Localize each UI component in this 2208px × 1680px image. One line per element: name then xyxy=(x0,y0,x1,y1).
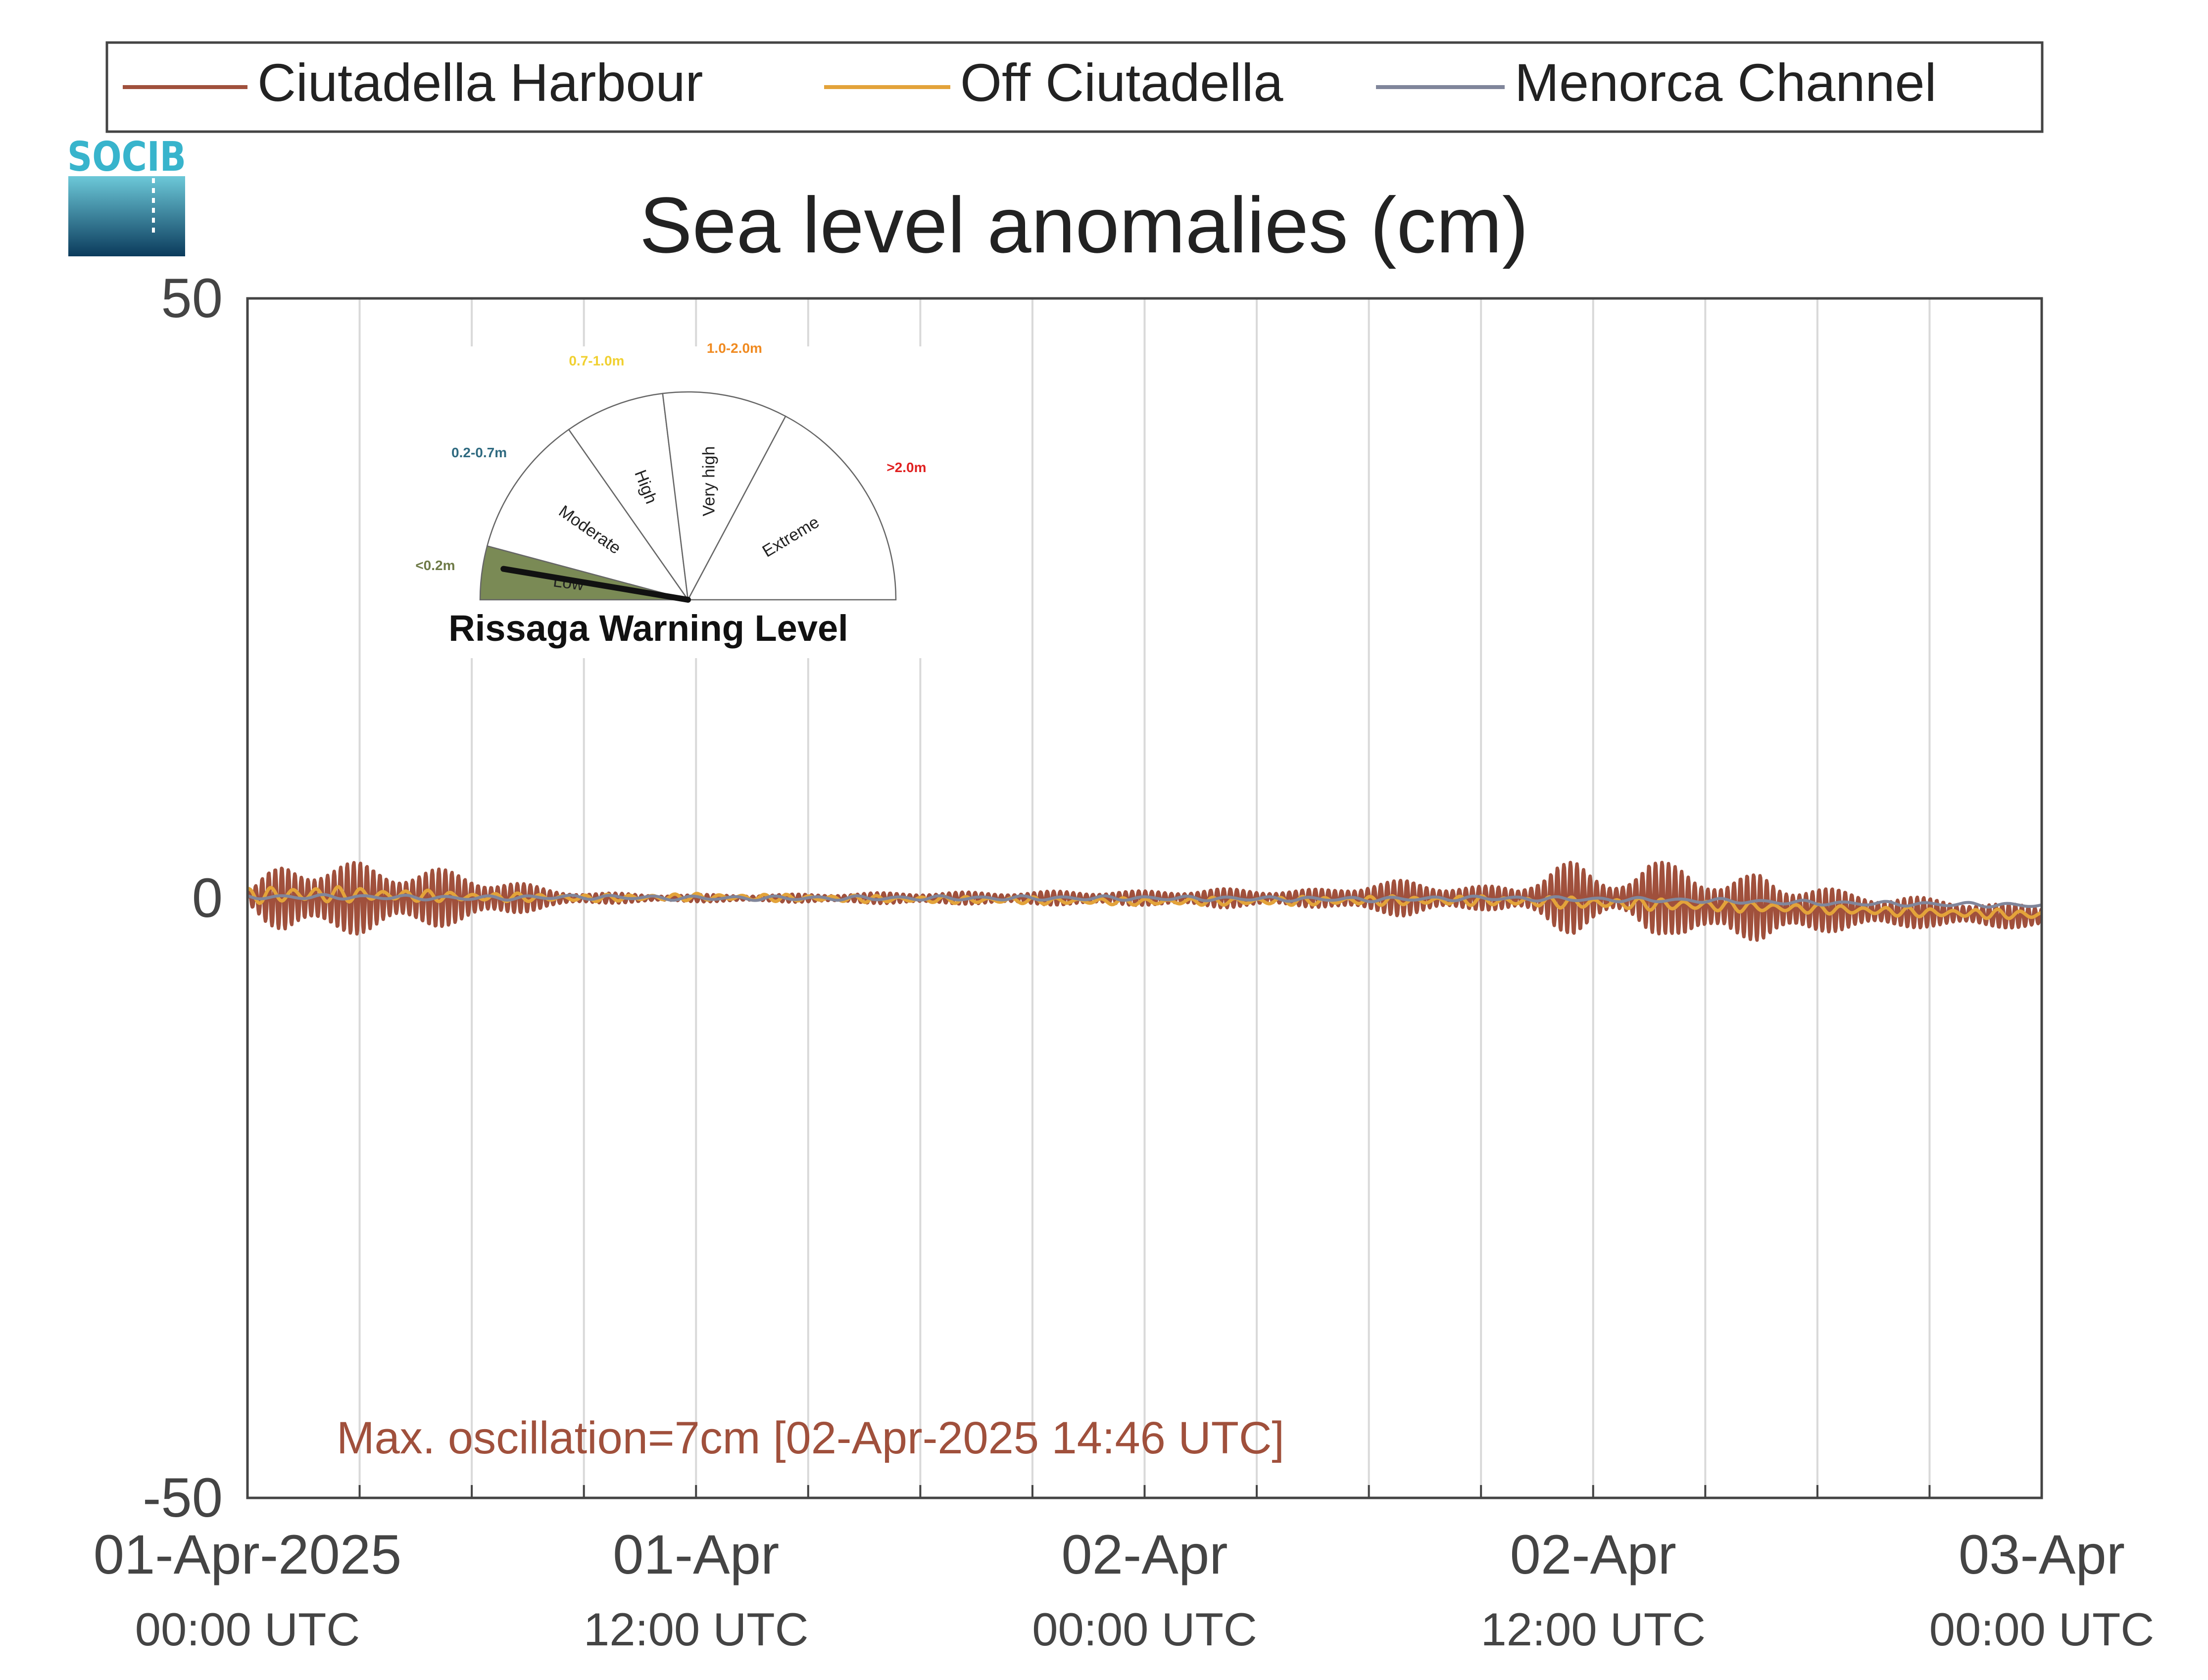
y-tick-label: -50 xyxy=(143,1467,223,1529)
socib-logo-text: SOCIB xyxy=(67,134,186,181)
gauge-sector-label: Very high xyxy=(699,446,718,517)
x-tick-time-label: 00:00 UTC xyxy=(135,1603,360,1655)
legend-label-off-ciutadella: Off Ciutadella xyxy=(960,52,1283,112)
series-line-ciutadella-harbour xyxy=(247,861,2042,942)
x-tick-time-label: 12:00 UTC xyxy=(584,1603,809,1655)
y-axis: 50 0 -50 xyxy=(143,267,223,1529)
gauge-sector-extreme xyxy=(687,415,897,601)
gauge-title: Rissaga Warning Level xyxy=(448,608,848,649)
x-tick-time-label: 00:00 UTC xyxy=(1032,1603,1257,1655)
legend: Ciutadella Harbour Off Ciutadella Menorc… xyxy=(105,41,2044,133)
gauge-sector-moderate xyxy=(486,429,689,601)
series-line-menorca-channel xyxy=(247,893,2042,909)
x-tick-date-label: 01-Apr xyxy=(613,1524,779,1585)
gauge-sector-very-high xyxy=(662,391,786,602)
x-tick-date-label: 03-Apr xyxy=(1959,1524,2125,1585)
legend-label-ciutadella-harbour: Ciutadella Harbour xyxy=(257,52,703,112)
x-tick-date-label: 02-Apr xyxy=(1510,1524,1676,1585)
gauge-range-label: 0.2-0.7m xyxy=(451,445,507,460)
x-tick-date-label: 02-Apr xyxy=(1061,1524,1227,1585)
gauge-range-label: 1.0-2.0m xyxy=(707,340,762,356)
socib-logo-block xyxy=(68,176,185,256)
gauge-range-label: >2.0m xyxy=(886,460,926,475)
y-tick-label: 0 xyxy=(192,867,223,929)
x-tick-time-label: 12:00 UTC xyxy=(1480,1603,1706,1655)
gauge-sector-high xyxy=(568,392,689,600)
rissaga-warning-gauge: Low<0.2mModerate0.2-0.7mHigh0.7-1.0mVery… xyxy=(396,340,926,658)
chart-title: Sea level anomalies (cm) xyxy=(639,181,1528,269)
legend-frame xyxy=(105,41,2044,133)
y-tick-label: 50 xyxy=(161,267,223,329)
x-tick-date-label: 01-Apr-2025 xyxy=(94,1524,402,1585)
gauge-needle xyxy=(500,566,691,603)
gauge-range-label: <0.2m xyxy=(415,558,455,573)
x-axis: 01-Apr-2025 00:00 UTC 01-Apr 12:00 UTC 02-Ap… xyxy=(94,1485,2155,1655)
data-series xyxy=(247,861,2042,942)
gauge-range-label: 0.7-1.0m xyxy=(569,353,624,369)
legend-label-menorca-channel: Menorca Channel xyxy=(1515,52,1937,112)
socib-logo: SOCIB xyxy=(67,134,186,256)
x-tick-time-label: 00:00 UTC xyxy=(1929,1603,2155,1655)
max-oscillation-annotation: Max. oscillation=7cm [02-Apr-2025 14:46 … xyxy=(337,1413,1284,1463)
